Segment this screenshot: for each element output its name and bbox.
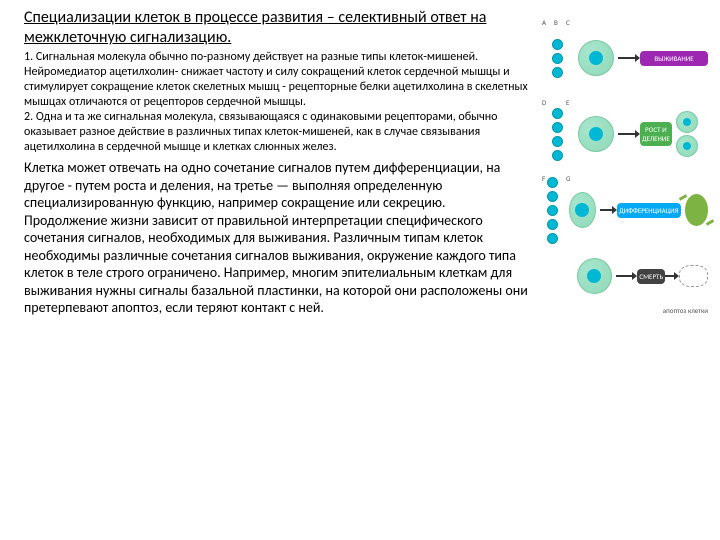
nucleus-icon (587, 269, 601, 283)
nucleus-icon (575, 203, 589, 217)
cell-icon (577, 258, 612, 294)
cell-icon (676, 135, 698, 157)
signal-dot-icon (552, 53, 563, 64)
text-column: Специализации клеток в процессе развития… (24, 8, 540, 317)
signal-dot-icon (547, 205, 558, 216)
signals-icon (540, 39, 574, 78)
diagram-row-survival: ВЫЖИВАНИЕ (540, 32, 708, 84)
arrow-icon (618, 133, 636, 135)
outcome-label: ДИФФЕРЕНЦИАЦИЯ (617, 203, 680, 218)
signal-label-a: A (542, 18, 546, 27)
neuron-icon (685, 194, 708, 226)
signal-dot-icon (552, 122, 563, 133)
cell-icon (578, 116, 614, 152)
signal-dot-icon (552, 67, 563, 78)
outcome-label: ВЫЖИВАНИЕ (640, 51, 708, 66)
diagram-row-death: СМЕРТЬ (540, 250, 708, 302)
arrow-icon (600, 209, 613, 211)
cell-icon (676, 111, 698, 133)
signal-label-b: B (554, 18, 558, 27)
apoptosis-icon (679, 265, 708, 287)
paragraph-2: Клетка может отвечать на одно сочетание … (24, 159, 530, 317)
signals-icon (540, 177, 565, 244)
signal-dot-icon (547, 191, 558, 202)
title: Специализации клеток в процессе развития… (24, 8, 530, 48)
signal-label-g: G (566, 174, 570, 183)
diagram-row-growth: РОСТ И ДЕЛЕНИЕ (540, 108, 708, 160)
cell-icon (569, 192, 596, 228)
nucleus-icon (589, 127, 603, 141)
outcome-label: СМЕРТЬ (637, 269, 665, 284)
signal-dot-icon (547, 177, 558, 188)
nucleus-icon (683, 142, 691, 150)
signal-label-c: C (566, 18, 570, 27)
signal-label-e: E (566, 98, 569, 107)
nucleus-icon (683, 118, 691, 126)
signal-dot-icon (547, 233, 558, 244)
signal-label-d: D (542, 98, 546, 107)
arrow-icon (618, 57, 636, 59)
paragraph-1: 1. Сигнальная молекула обычно по-разному… (24, 50, 530, 155)
diagram-row-differentiation: ДИФФЕРЕНЦИАЦИЯ (540, 184, 708, 236)
arrow-icon (665, 275, 675, 277)
nucleus-icon (589, 51, 603, 65)
apoptosis-caption: апоптоз клетки (540, 306, 708, 315)
signal-dot-icon (552, 39, 563, 50)
signals-icon (540, 108, 574, 161)
outcome-label: РОСТ И ДЕЛЕНИЕ (640, 122, 672, 146)
signal-dot-icon (552, 136, 563, 147)
signal-dot-icon (552, 108, 563, 119)
signal-diagram: A B C ВЫЖИВАНИЕ D E (540, 8, 708, 317)
signal-dot-icon (552, 150, 563, 161)
cell-icon (578, 40, 614, 76)
signal-dot-icon (547, 219, 558, 230)
divided-cells-icon (676, 111, 698, 157)
arrow-icon (616, 275, 633, 277)
